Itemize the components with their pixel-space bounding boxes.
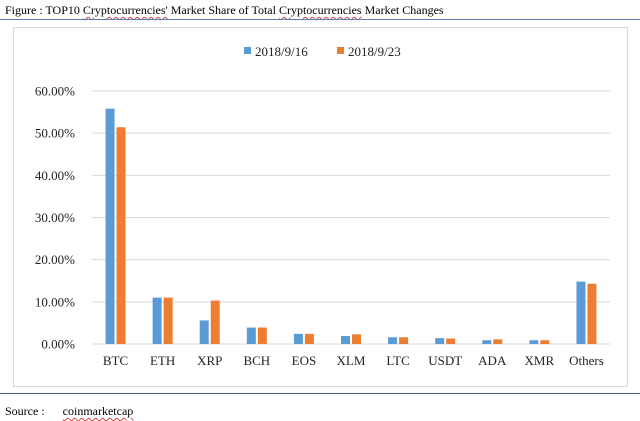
x-tick-label: LTC	[386, 353, 409, 368]
bar-ltc-series-1	[388, 337, 398, 344]
chart-frame: 0.00% 10.00% 20.00% 30.00% 40.00% 50.00% 60.00…	[13, 27, 628, 387]
bar-bch-series-1	[246, 327, 256, 344]
bar-eos-series-1	[293, 333, 303, 344]
x-tick-label: ADA	[478, 353, 507, 368]
legend-label-series-2: 2018/9/23	[348, 44, 401, 59]
source-value: coinmarketcap	[62, 404, 134, 418]
figure-title-word-cryptocurrencies-2: Cryptocurrencies	[278, 3, 362, 17]
bar-xrp-series-2	[210, 300, 220, 344]
y-tick-label: 20.00%	[35, 252, 75, 267]
figure-title-word-cryptocurrencies: Cryptocurrencies'	[82, 3, 168, 17]
y-tick-label: 10.00%	[35, 294, 75, 309]
x-tick-label: USDT	[428, 353, 462, 368]
bar-eos-series-2	[304, 333, 314, 344]
x-tick-label: XMR	[525, 353, 555, 368]
bottom-rule	[0, 393, 640, 394]
x-tick-label: XRP	[197, 353, 222, 368]
bar-usdt-series-2	[446, 338, 456, 344]
legend-swatch-series-1	[244, 47, 251, 54]
y-tick-label: 50.00%	[35, 126, 75, 141]
source-label: Source :	[5, 404, 45, 418]
bar-chart: 0.00% 10.00% 20.00% 30.00% 40.00% 50.00% 60.00…	[35, 44, 610, 368]
bar-xmr-series-2	[540, 340, 550, 344]
source-line: Source : coinmarketcap	[5, 404, 133, 418]
y-tick-label: 40.00%	[35, 168, 75, 183]
bar-usdt-series-1	[435, 338, 445, 344]
figure-title-suffix: Market Changes	[361, 3, 444, 17]
bar-xrp-series-1	[199, 320, 209, 344]
bar-eth-series-2	[163, 297, 173, 344]
y-tick-label: 60.00%	[35, 84, 75, 99]
top-rule	[0, 19, 640, 20]
bar-btc-series-2	[116, 127, 126, 344]
bar-eth-series-1	[152, 297, 162, 344]
bar-others-series-1	[576, 281, 586, 344]
bar-ada-series-1	[482, 340, 492, 344]
x-tick-label: ETH	[150, 353, 175, 368]
y-tick-label: 0.00%	[41, 337, 75, 352]
bar-btc-series-1	[105, 108, 115, 345]
x-tick-label: BCH	[243, 353, 270, 368]
bar-bch-series-2	[257, 327, 267, 344]
legend-swatch-series-2	[337, 47, 344, 54]
bar-ltc-series-2	[399, 337, 409, 344]
legend-label-series-1: 2018/9/16	[255, 44, 308, 59]
figure-title-middle: Market Share of Total	[167, 3, 279, 17]
bar-xmr-series-1	[529, 340, 539, 344]
figure-title-prefix: Figure : TOP10	[5, 3, 83, 17]
figure-title: Figure : TOP10 Cryptocurrencies' Market …	[5, 3, 444, 17]
y-tick-label: 30.00%	[35, 210, 75, 225]
bar-ada-series-2	[493, 339, 503, 344]
x-tick-label: XLM	[337, 353, 366, 368]
bar-others-series-2	[587, 283, 597, 344]
x-tick-label: BTC	[103, 353, 128, 368]
x-tick-label: EOS	[292, 353, 317, 368]
bar-xlm-series-2	[352, 334, 361, 344]
x-tick-label: Others	[569, 353, 604, 368]
bar-xlm-series-1	[341, 335, 350, 344]
